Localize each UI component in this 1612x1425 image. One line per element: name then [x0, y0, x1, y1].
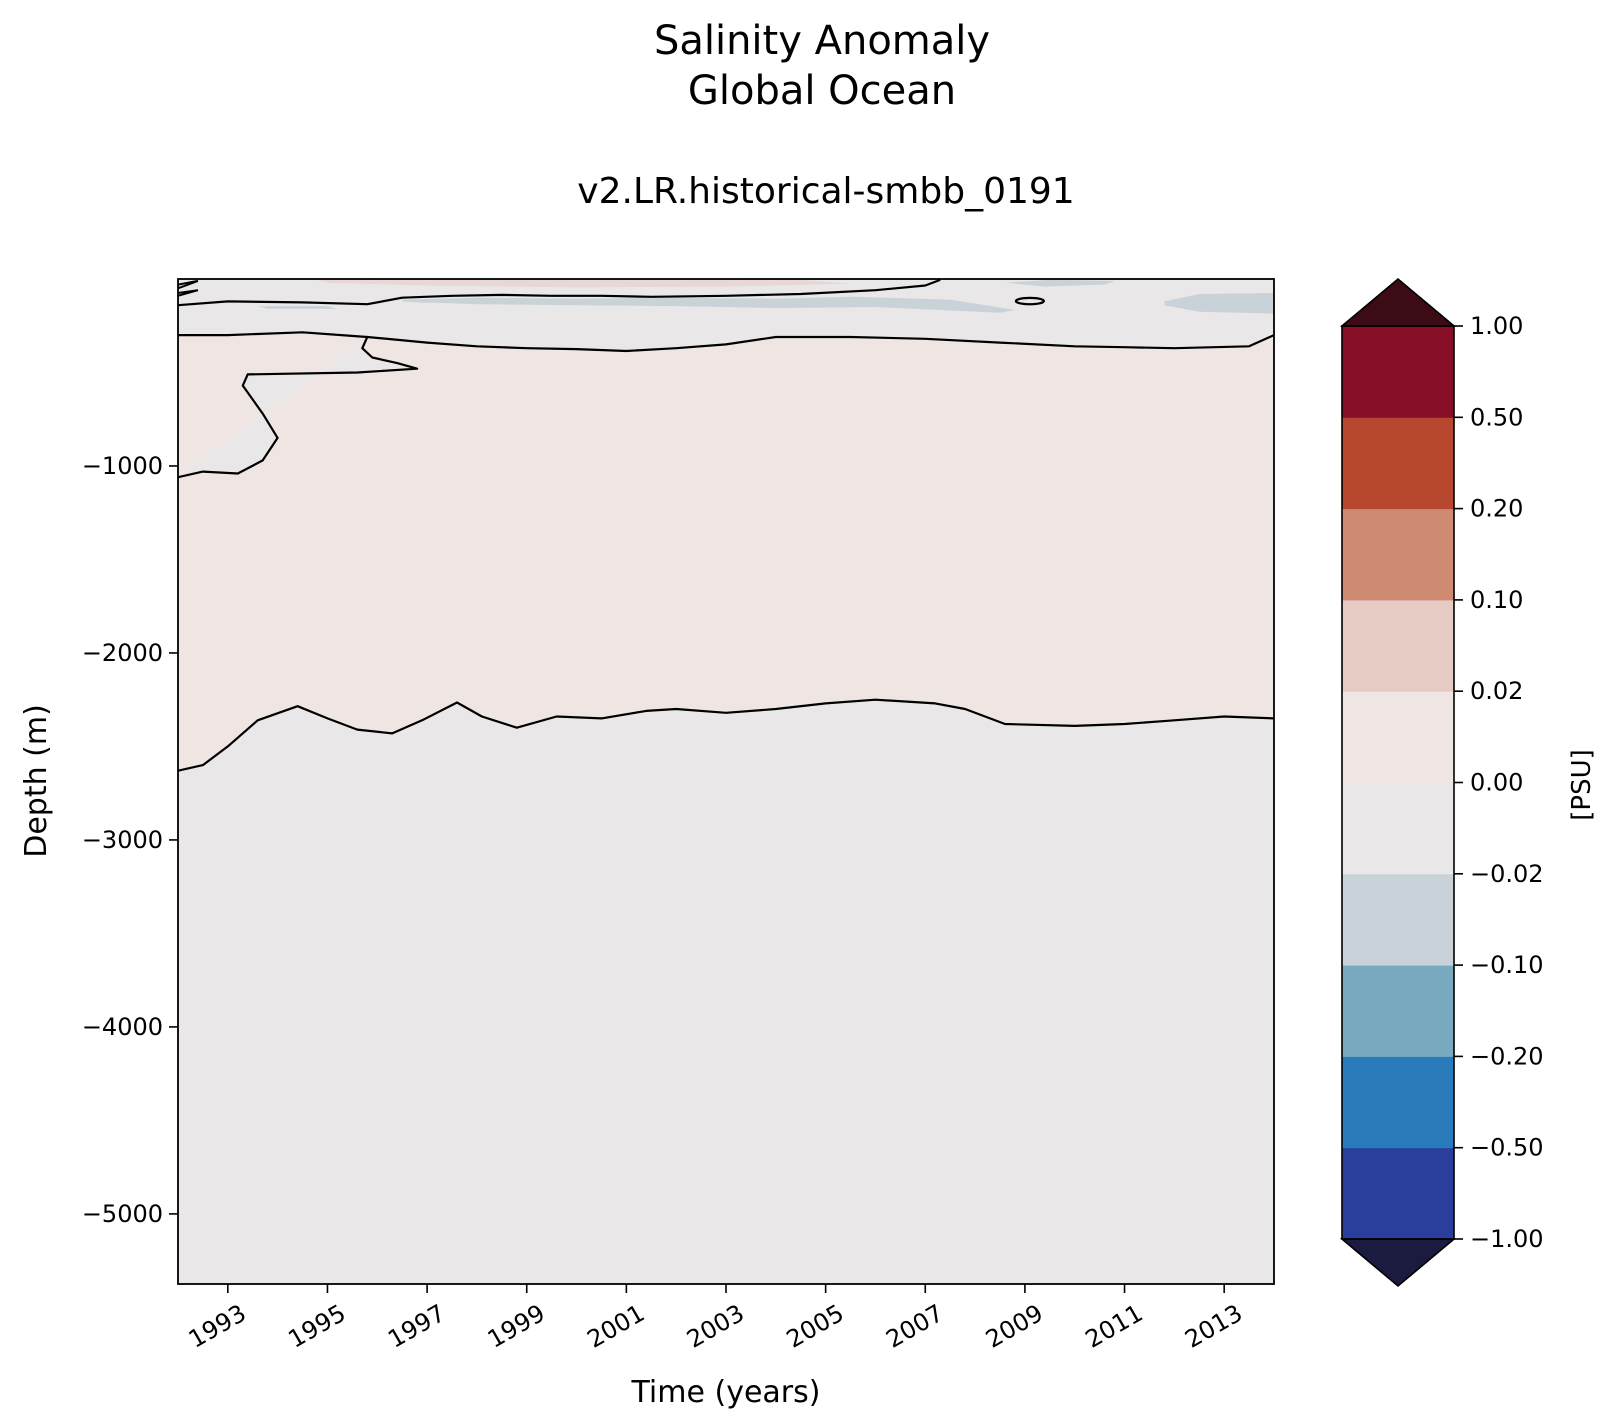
x-tick-label: 1993	[184, 1299, 251, 1354]
x-tick-label: 2009	[981, 1299, 1048, 1354]
contour-lines	[178, 279, 1274, 772]
contour-line	[178, 698, 1274, 772]
fill-salty-patch	[317, 279, 851, 288]
plot-area	[177, 278, 1275, 1285]
contour-line	[178, 289, 199, 297]
chart-subtitle: v2.LR.historical-smbb_0191	[577, 171, 1074, 212]
x-tick-label: 2003	[682, 1299, 749, 1354]
colorbar-over-extension	[1339, 277, 1457, 327]
colorbar-segment	[1342, 782, 1454, 875]
colorbar-segment	[1342, 1056, 1454, 1149]
x-tick-label: 2013	[1180, 1299, 1247, 1354]
fill-fresh-patch	[402, 296, 1015, 313]
x-tick-label: 1999	[483, 1299, 550, 1354]
colorbar-segment	[1342, 508, 1454, 601]
fill-fresh-patch	[1005, 279, 1115, 287]
x-tick-label: 2005	[782, 1299, 849, 1354]
colorbar-tick-label: 0.50	[1470, 403, 1523, 431]
contour-line	[178, 279, 199, 290]
contour-fills	[178, 279, 1274, 1284]
y-tick-label: −3000	[82, 826, 163, 854]
fill-fresh-patch	[402, 299, 457, 303]
x-tick-label: 1995	[284, 1299, 351, 1354]
fill-upper-band	[178, 279, 1274, 478]
fill-mid-layer	[178, 279, 1274, 771]
colorbar-tick-label: −0.02	[1470, 860, 1544, 888]
contour-line	[178, 331, 419, 479]
colorbar-segment	[1342, 873, 1454, 966]
y-tick-label: −4000	[82, 1013, 163, 1041]
colorbar-segment	[1342, 599, 1454, 692]
colorbar-tick-label: 0.00	[1470, 769, 1523, 797]
colorbar-segment	[1342, 326, 1454, 418]
y-axis-label: Depth (m)	[19, 704, 54, 858]
x-tick-label: 2011	[1081, 1299, 1148, 1354]
x-tick-label: 2001	[582, 1299, 649, 1354]
x-tick-label: 2007	[881, 1299, 948, 1354]
colorbar-tick-label: −0.20	[1470, 1042, 1544, 1070]
fill-fresh-patch	[257, 306, 338, 309]
colorbar-label: [PSU]	[1567, 749, 1597, 821]
chart-title-line2: Global Ocean	[688, 68, 956, 114]
fill-fresh-patch	[1164, 293, 1274, 314]
colorbar-segment	[1342, 965, 1454, 1057]
colorbar-tick-label: −0.10	[1470, 951, 1544, 979]
colorbar-tick-label: 1.00	[1470, 312, 1523, 340]
colorbar-tick-label: 0.10	[1470, 586, 1523, 614]
chart-title-line1: Salinity Anomaly	[654, 18, 990, 64]
y-tick-label: −5000	[82, 1200, 163, 1228]
colorbar-tick-label: −1.00	[1470, 1225, 1544, 1253]
y-tick-label: −2000	[82, 639, 163, 667]
colorbar-under-extension	[1339, 1238, 1457, 1288]
colorbar-tick-label: 0.20	[1470, 495, 1523, 523]
colorbar-tick-label: −0.50	[1470, 1134, 1544, 1162]
colorbar-segment	[1342, 1147, 1454, 1240]
colorbar-tick-label: 0.02	[1470, 677, 1523, 705]
colorbar-segment	[1342, 417, 1454, 510]
x-axis: 1993 1995 1997 1999 2001 2003 2005 2007 2009 2011…	[184, 1284, 1247, 1354]
x-axis-label: Time (years)	[631, 1375, 821, 1410]
contour-line	[1014, 296, 1045, 306]
contour-line	[178, 279, 941, 307]
colorbar: −1.00 −0.50 −0.20 −0.10 −0.02 0.00 0.02 0.10 0.2…	[1339, 277, 1544, 1288]
y-tick-label: −1000	[82, 452, 163, 480]
colorbar-segment	[1342, 691, 1454, 783]
contour-line	[367, 334, 1274, 353]
x-tick-label: 1997	[383, 1299, 450, 1354]
y-axis: −1000 −2000 −3000 −4000 −5000	[82, 452, 178, 1228]
